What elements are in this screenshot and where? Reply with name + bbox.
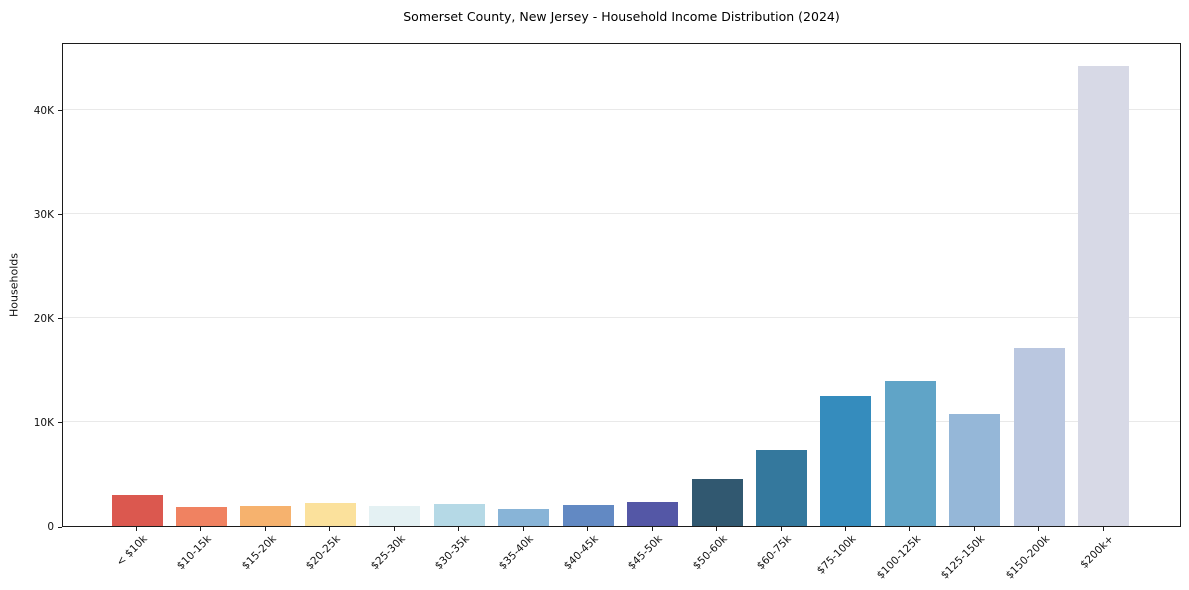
- x-tick-label: $125-150k: [938, 533, 988, 582]
- y-gridline: [63, 109, 1180, 111]
- bar: [369, 505, 421, 526]
- x-tick-label: < $10k: [113, 533, 150, 569]
- plot-area: [62, 43, 1181, 527]
- bar: [111, 494, 163, 526]
- bar: [240, 506, 292, 526]
- bar: [175, 507, 227, 526]
- bar: [691, 478, 743, 526]
- x-tick-label: $30-35k: [432, 533, 472, 573]
- chart-title: Somerset County, New Jersey - Household …: [403, 9, 840, 24]
- x-tick-label: $20-25k: [303, 533, 343, 573]
- x-tick-mark: [1038, 527, 1040, 531]
- x-tick-mark: [1102, 527, 1104, 531]
- x-tick-mark: [200, 527, 202, 531]
- x-tick-mark: [844, 527, 846, 531]
- y-gridline: [63, 213, 1180, 215]
- x-tick-mark: [522, 527, 524, 531]
- x-tick-label: $40-45k: [561, 533, 601, 573]
- x-tick-mark: [716, 527, 718, 531]
- y-tick-label: 20K: [33, 312, 54, 325]
- x-tick-label: $100-125k: [874, 533, 923, 582]
- bar: [304, 502, 356, 526]
- x-tick-mark: [651, 527, 653, 531]
- x-tick-label: $200k+: [1078, 533, 1117, 571]
- bar: [820, 396, 872, 526]
- y-tick-mark: [58, 526, 62, 528]
- x-tick-label: $150-200k: [1003, 533, 1052, 582]
- x-tick-mark: [393, 527, 395, 531]
- y-gridline: [63, 421, 1180, 423]
- x-tick-label: $10-15k: [174, 533, 214, 573]
- bar: [562, 504, 614, 526]
- y-tick-mark: [58, 422, 62, 424]
- x-tick-mark: [264, 527, 266, 531]
- y-tick-mark: [58, 214, 62, 216]
- y-tick-label: 10K: [33, 416, 54, 429]
- y-tick-label: 0: [47, 521, 54, 533]
- bar: [884, 381, 936, 526]
- y-tick-label: 40K: [33, 104, 54, 117]
- bar: [433, 504, 485, 526]
- x-tick-mark: [973, 527, 975, 531]
- bar: [756, 450, 807, 526]
- bar: [949, 414, 1001, 526]
- bar: [498, 508, 550, 526]
- x-tick-mark: [458, 527, 460, 531]
- x-tick-label: $35-40k: [497, 533, 537, 573]
- x-tick-label: $50-60k: [690, 533, 730, 573]
- bar: [627, 501, 679, 526]
- y-gridline: [63, 317, 1180, 319]
- bar: [1078, 65, 1130, 526]
- x-tick-mark: [329, 527, 331, 531]
- x-tick-mark: [587, 527, 589, 531]
- y-axis-label: Households: [7, 253, 21, 317]
- bar: [1013, 348, 1065, 526]
- x-tick-mark: [136, 527, 137, 531]
- x-tick-label: $25-30k: [368, 533, 408, 573]
- x-tick-mark: [909, 527, 911, 531]
- x-tick-label: $75-100k: [814, 533, 859, 577]
- x-tick-label: $45-50k: [626, 533, 666, 573]
- x-tick-label: $60-75k: [754, 533, 794, 573]
- y-tick-mark: [58, 110, 62, 112]
- y-tick-mark: [58, 318, 62, 320]
- x-tick-mark: [780, 527, 782, 531]
- x-tick-label: $15-20k: [239, 533, 279, 573]
- y-tick-label: 30K: [33, 208, 54, 221]
